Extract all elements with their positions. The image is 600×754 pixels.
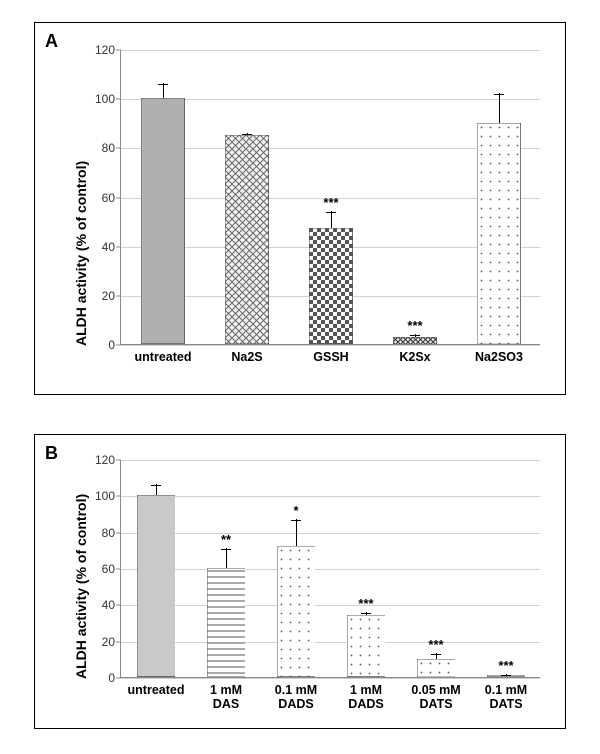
x-category-label: 0.1 mMDADS xyxy=(275,683,317,711)
ytick-label: 120 xyxy=(95,453,115,467)
ytick-mark xyxy=(116,50,121,51)
ytick-mark xyxy=(116,460,121,461)
bar xyxy=(347,615,386,677)
gridline xyxy=(121,605,540,606)
ytick-mark xyxy=(116,99,121,100)
significance-marker: *** xyxy=(428,637,443,652)
ytick-mark xyxy=(116,678,121,679)
panel-b-plot-area: 020406080100120untreated**1 mMDAS*0.1 mM… xyxy=(120,460,540,678)
error-bar xyxy=(331,211,332,228)
gridline xyxy=(121,460,540,461)
error-bar xyxy=(296,519,297,546)
ytick-label: 100 xyxy=(95,489,115,503)
ytick-mark xyxy=(116,345,121,346)
ytick-label: 80 xyxy=(102,526,115,540)
ytick-mark xyxy=(116,641,121,642)
error-cap xyxy=(242,134,252,135)
figure-page: { "figure": { "width": 600, "height": 75… xyxy=(0,0,600,754)
bar xyxy=(207,568,246,677)
gridline xyxy=(121,496,540,497)
significance-marker: ** xyxy=(221,532,231,547)
error-cap xyxy=(291,520,301,521)
ytick-label: 20 xyxy=(102,289,115,303)
error-cap xyxy=(501,675,511,676)
ytick-label: 120 xyxy=(95,43,115,57)
error-bar xyxy=(499,93,500,123)
ytick-label: 20 xyxy=(102,635,115,649)
bar xyxy=(141,98,185,344)
ytick-mark xyxy=(116,246,121,247)
panel-b-letter: B xyxy=(45,443,58,464)
significance-marker: *** xyxy=(498,658,513,673)
panel-b-y-axis-title: ALDH activity (% of control) xyxy=(73,494,89,679)
gridline xyxy=(121,50,540,51)
gridline xyxy=(121,345,540,346)
error-cap xyxy=(494,94,504,95)
panel-a-y-axis-title: ALDH activity (% of control) xyxy=(73,161,89,346)
ytick-label: 40 xyxy=(102,598,115,612)
error-cap xyxy=(221,549,231,550)
error-cap xyxy=(361,613,371,614)
significance-marker: *** xyxy=(323,195,338,210)
bar xyxy=(309,228,353,344)
ytick-mark xyxy=(116,295,121,296)
error-bar xyxy=(226,548,227,568)
ytick-label: 100 xyxy=(95,92,115,106)
significance-marker: * xyxy=(293,503,298,518)
ytick-label: 60 xyxy=(102,191,115,205)
error-bar xyxy=(163,83,164,98)
gridline xyxy=(121,533,540,534)
ytick-label: 40 xyxy=(102,240,115,254)
x-category-label: Na2SO3 xyxy=(475,350,523,364)
bar xyxy=(277,546,316,677)
bar xyxy=(417,659,456,677)
x-category-label: K2Sx xyxy=(399,350,430,364)
ytick-mark xyxy=(116,148,121,149)
x-category-label: 1 mMDAS xyxy=(210,683,242,711)
panel-a-plot-area: 020406080100120untreatedNa2S***GSSH***K2… xyxy=(120,50,540,345)
error-cap xyxy=(151,485,161,486)
bar xyxy=(393,337,437,344)
panel-a-letter: A xyxy=(45,31,58,52)
significance-marker: *** xyxy=(407,318,422,333)
error-cap xyxy=(326,212,336,213)
x-category-label: untreated xyxy=(128,683,185,697)
error-cap xyxy=(431,654,441,655)
ytick-mark xyxy=(116,605,121,606)
gridline xyxy=(121,642,540,643)
x-category-label: GSSH xyxy=(313,350,348,364)
error-cap xyxy=(158,84,168,85)
x-category-label: untreated xyxy=(135,350,192,364)
x-category-label: 0.1 mMDATS xyxy=(485,683,527,711)
ytick-mark xyxy=(116,569,121,570)
ytick-mark xyxy=(116,197,121,198)
ytick-label: 60 xyxy=(102,562,115,576)
gridline xyxy=(121,569,540,570)
significance-marker: *** xyxy=(358,596,373,611)
ytick-label: 80 xyxy=(102,141,115,155)
error-cap xyxy=(410,335,420,336)
x-category-label: 1 mMDADS xyxy=(348,683,383,711)
bar xyxy=(137,495,176,677)
ytick-label: 0 xyxy=(108,671,115,685)
x-category-label: Na2S xyxy=(231,350,262,364)
ytick-mark xyxy=(116,496,121,497)
bar xyxy=(477,123,521,344)
ytick-mark xyxy=(116,532,121,533)
x-category-label: 0.05 mMDATS xyxy=(411,683,460,711)
bar xyxy=(225,135,269,344)
ytick-label: 0 xyxy=(108,338,115,352)
gridline xyxy=(121,678,540,679)
